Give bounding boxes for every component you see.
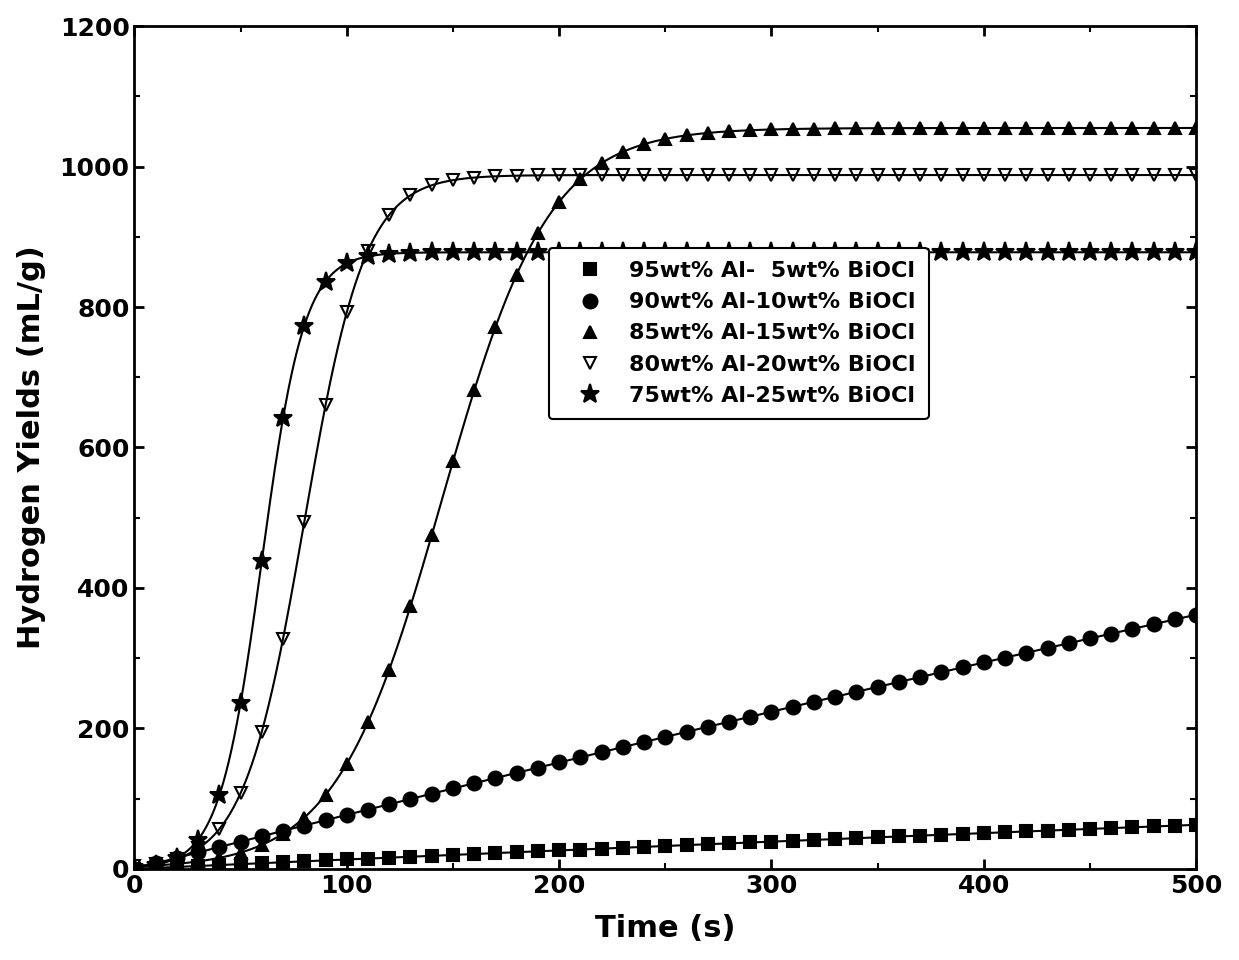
85wt% Al-15wt% BiOCl <box>1167 122 1182 133</box>
90wt% Al-10wt% BiOCl <box>891 676 906 687</box>
75wt% Al-25wt% BiOCl <box>361 251 375 262</box>
80wt% Al-20wt% BiOCl <box>126 860 141 872</box>
95wt% Al-  5wt% BiOCl <box>1167 820 1182 831</box>
95wt% Al-  5wt% BiOCl <box>828 833 843 845</box>
95wt% Al-  5wt% BiOCl <box>126 863 141 875</box>
Line: 85wt% Al-15wt% BiOCl: 85wt% Al-15wt% BiOCl <box>128 122 1202 873</box>
75wt% Al-25wt% BiOCl <box>1040 247 1054 258</box>
90wt% Al-10wt% BiOCl <box>361 804 375 815</box>
80wt% Al-20wt% BiOCl <box>361 245 375 256</box>
80wt% Al-20wt% BiOCl <box>828 169 843 180</box>
85wt% Al-15wt% BiOCl <box>1188 122 1203 133</box>
90wt% Al-10wt% BiOCl <box>1188 609 1203 620</box>
95wt% Al-  5wt% BiOCl <box>446 850 461 861</box>
80wt% Al-20wt% BiOCl <box>467 172 482 183</box>
Legend: 95wt% Al-  5wt% BiOCl, 90wt% Al-10wt% BiOCl, 85wt% Al-15wt% BiOCl, 80wt% Al-20wt: 95wt% Al- 5wt% BiOCl, 90wt% Al-10wt% BiO… <box>549 248 929 420</box>
Line: 80wt% Al-20wt% BiOCl: 80wt% Al-20wt% BiOCl <box>128 169 1202 873</box>
90wt% Al-10wt% BiOCl <box>446 782 461 794</box>
90wt% Al-10wt% BiOCl <box>1167 613 1182 625</box>
85wt% Al-15wt% BiOCl <box>446 456 461 468</box>
95wt% Al-  5wt% BiOCl <box>891 830 906 842</box>
80wt% Al-20wt% BiOCl <box>1188 169 1203 180</box>
75wt% Al-25wt% BiOCl <box>891 247 906 258</box>
95wt% Al-  5wt% BiOCl <box>467 849 482 860</box>
Y-axis label: Hydrogen Yields (mL/g): Hydrogen Yields (mL/g) <box>16 246 46 649</box>
95wt% Al-  5wt% BiOCl <box>1188 819 1203 830</box>
Line: 95wt% Al-  5wt% BiOCl: 95wt% Al- 5wt% BiOCl <box>128 819 1202 876</box>
85wt% Al-15wt% BiOCl <box>361 716 375 728</box>
85wt% Al-15wt% BiOCl <box>126 861 141 873</box>
85wt% Al-15wt% BiOCl <box>467 385 482 396</box>
80wt% Al-20wt% BiOCl <box>891 169 906 180</box>
75wt% Al-25wt% BiOCl <box>446 247 461 258</box>
Line: 90wt% Al-10wt% BiOCl: 90wt% Al-10wt% BiOCl <box>128 608 1203 876</box>
75wt% Al-25wt% BiOCl <box>467 247 482 258</box>
Line: 75wt% Al-25wt% BiOCl: 75wt% Al-25wt% BiOCl <box>125 243 1206 877</box>
75wt% Al-25wt% BiOCl <box>828 247 843 258</box>
80wt% Al-20wt% BiOCl <box>1167 169 1182 180</box>
90wt% Al-10wt% BiOCl <box>828 691 843 703</box>
95wt% Al-  5wt% BiOCl <box>361 852 375 864</box>
75wt% Al-25wt% BiOCl <box>1167 247 1182 258</box>
85wt% Al-15wt% BiOCl <box>891 122 906 133</box>
75wt% Al-25wt% BiOCl <box>1188 247 1203 258</box>
90wt% Al-10wt% BiOCl <box>467 778 482 789</box>
85wt% Al-15wt% BiOCl <box>828 123 843 134</box>
90wt% Al-10wt% BiOCl <box>126 863 141 875</box>
X-axis label: Time (s): Time (s) <box>595 914 736 944</box>
80wt% Al-20wt% BiOCl <box>446 175 461 186</box>
75wt% Al-25wt% BiOCl <box>126 861 141 873</box>
